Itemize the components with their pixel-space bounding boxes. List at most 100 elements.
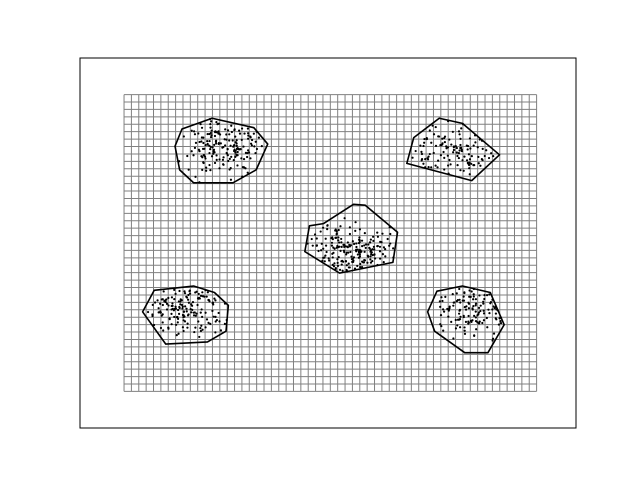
data-point [218, 320, 221, 323]
data-point [386, 237, 389, 241]
data-point [376, 231, 379, 234]
data-point [197, 292, 200, 296]
data-point [425, 136, 428, 140]
data-point [434, 164, 437, 167]
data-point [228, 133, 231, 136]
data-point [191, 308, 194, 311]
data-point [443, 168, 446, 171]
data-point [327, 257, 330, 260]
data-point [215, 154, 218, 157]
data-point [188, 289, 191, 292]
data-point [198, 335, 201, 339]
data-point [357, 241, 361, 245]
data-point [491, 339, 494, 342]
data-point [369, 241, 372, 244]
data-point [234, 149, 237, 152]
data-point [242, 158, 246, 161]
data-point [221, 158, 225, 161]
data-point [470, 320, 473, 324]
data-point [170, 296, 174, 299]
data-point [185, 307, 188, 310]
data-point [420, 158, 424, 161]
data-point [174, 305, 177, 308]
data-point [238, 148, 241, 151]
data-point [242, 166, 246, 169]
data-point [467, 301, 470, 304]
data-point [389, 242, 392, 245]
data-point [175, 323, 178, 326]
data-point [225, 133, 228, 136]
data-point [199, 294, 203, 297]
data-point [419, 144, 422, 147]
data-point [173, 298, 176, 301]
data-point [452, 337, 455, 340]
data-point [475, 328, 478, 331]
data-point [437, 159, 440, 162]
data-point [211, 302, 214, 305]
data-point [363, 244, 366, 247]
data-point [474, 298, 478, 301]
data-point [354, 249, 358, 252]
data-point [200, 126, 204, 129]
data-point [190, 311, 193, 314]
data-point [221, 146, 224, 149]
data-point [448, 138, 451, 141]
data-point [213, 297, 216, 300]
data-point [463, 291, 466, 295]
data-point [447, 164, 450, 167]
data-point [200, 155, 203, 158]
data-point [340, 237, 343, 241]
data-point [203, 155, 207, 158]
data-point [344, 260, 348, 263]
data-point [354, 221, 357, 224]
data-point [359, 265, 362, 269]
data-point [190, 150, 193, 153]
data-point [411, 156, 414, 159]
data-point [434, 144, 438, 147]
data-point [463, 306, 466, 309]
data-point [182, 329, 185, 333]
data-point [463, 326, 466, 329]
data-point [181, 326, 185, 329]
data-point [182, 310, 185, 313]
data-point [445, 145, 448, 148]
data-point [489, 302, 492, 305]
data-point [165, 302, 169, 306]
data-point [355, 242, 358, 245]
data-point [152, 323, 156, 327]
data-point [201, 328, 204, 331]
data-point [167, 296, 170, 300]
data-point [457, 152, 460, 155]
data-point [330, 244, 334, 247]
data-point [185, 310, 188, 313]
data-point [167, 304, 170, 307]
data-point [175, 334, 178, 337]
data-point [430, 141, 433, 144]
data-point [156, 299, 159, 302]
data-point [458, 308, 462, 311]
data-point [234, 151, 237, 154]
data-point [447, 315, 450, 318]
data-point [179, 300, 182, 303]
data-point [462, 299, 466, 302]
data-point [228, 157, 231, 160]
data-point [456, 163, 459, 167]
data-point [474, 141, 477, 144]
data-point [187, 293, 190, 297]
data-point [460, 127, 463, 130]
data-point [233, 129, 236, 132]
data-point [230, 130, 234, 134]
data-point [194, 314, 197, 317]
data-point [434, 125, 437, 129]
data-point [164, 299, 167, 302]
data-point [482, 312, 486, 315]
data-point [200, 140, 203, 143]
data-point [380, 240, 383, 244]
data-point [194, 326, 197, 329]
data-point [210, 129, 213, 132]
data-point [491, 337, 495, 340]
data-point [203, 295, 206, 298]
scatter-points [146, 118, 503, 342]
data-point [459, 137, 462, 140]
data-point [472, 298, 475, 301]
